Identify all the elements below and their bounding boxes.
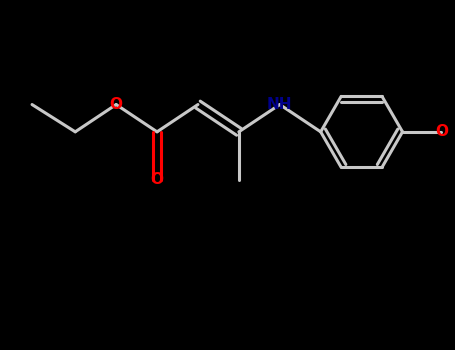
Text: O: O — [151, 172, 163, 187]
Text: O: O — [435, 124, 448, 139]
Text: NH: NH — [267, 97, 293, 112]
Text: O: O — [110, 97, 123, 112]
